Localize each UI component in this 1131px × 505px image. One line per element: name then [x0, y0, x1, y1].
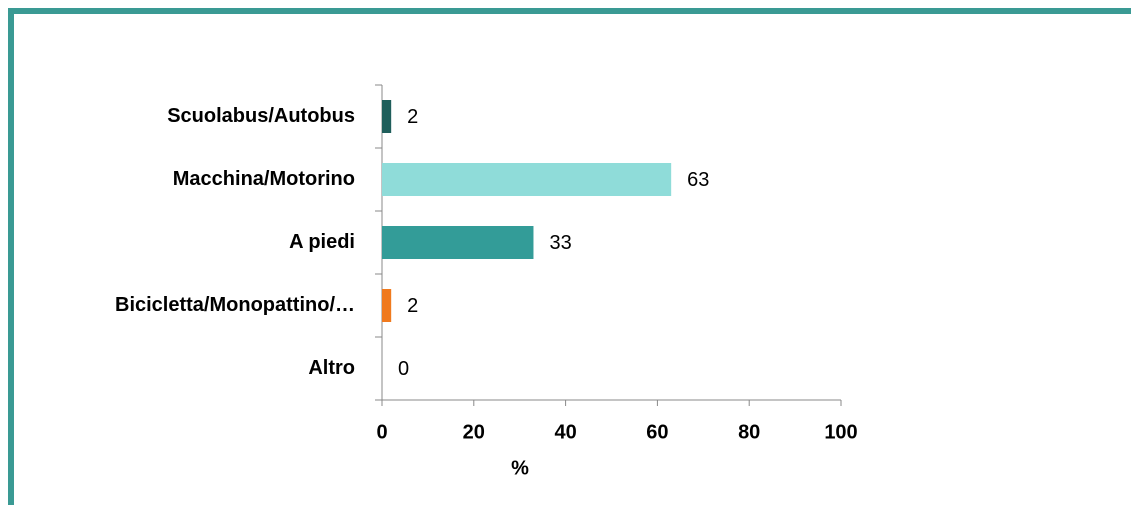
category-label: Bicicletta/Monopattino/…	[115, 294, 355, 316]
x-tick-label: 40	[554, 421, 576, 443]
x-tick-label: 100	[824, 421, 857, 443]
bar	[382, 289, 392, 322]
category-label: Scuolabus/Autobus	[167, 105, 355, 127]
value-label: 33	[549, 232, 571, 254]
x-tick-label: 0	[376, 421, 387, 443]
x-tick-label: 20	[463, 421, 485, 443]
bar	[382, 100, 392, 133]
frame-top	[8, 8, 1131, 14]
category-label: Macchina/Motorino	[173, 168, 355, 190]
value-label: 2	[407, 106, 418, 128]
x-tick-label: 60	[646, 421, 668, 443]
x-axis-label: %	[511, 457, 529, 479]
category-label: Altro	[308, 357, 355, 379]
frame-left	[8, 8, 14, 505]
bar	[382, 163, 672, 196]
value-label: 2	[407, 295, 418, 317]
bar	[382, 226, 534, 259]
category-label: A piedi	[289, 231, 355, 253]
x-tick-label: 80	[738, 421, 760, 443]
value-label: 63	[687, 169, 709, 191]
value-label: 0	[398, 358, 409, 380]
